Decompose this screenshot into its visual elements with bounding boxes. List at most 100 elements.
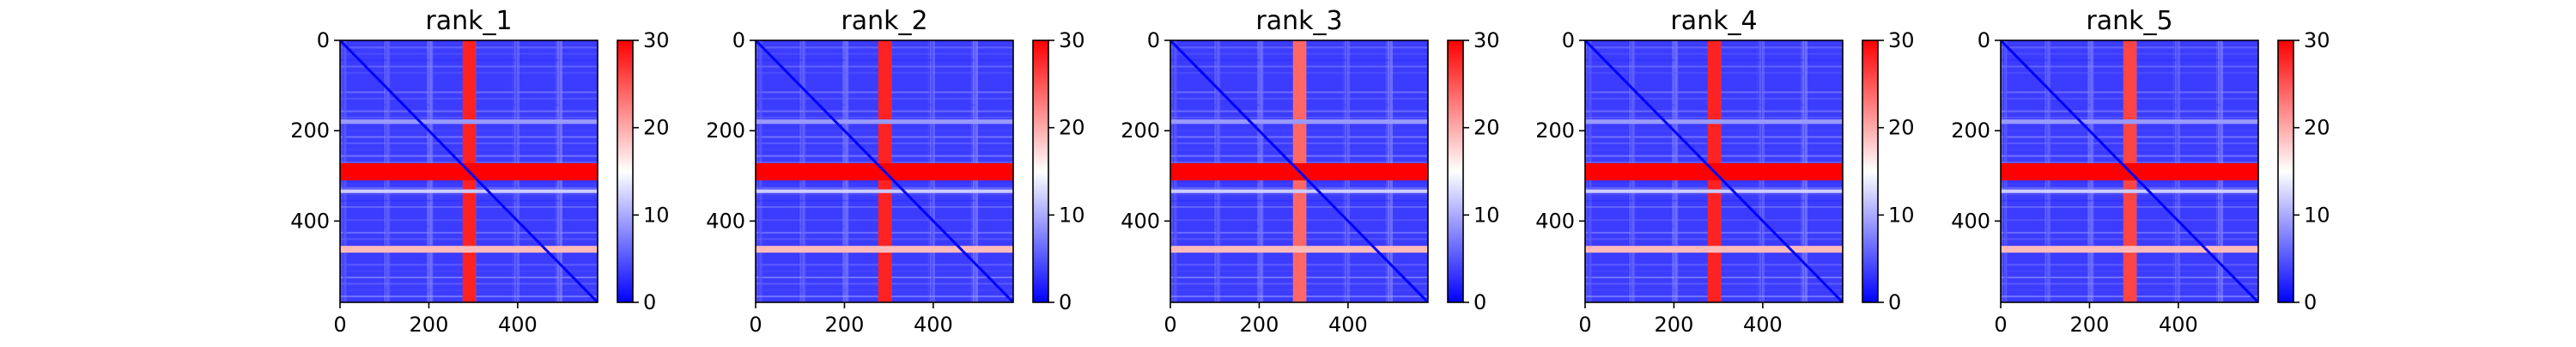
y-tick-label: 400 (1121, 209, 1160, 233)
y-tick-label: 200 (290, 119, 330, 143)
y-tick-label: 400 (1535, 209, 1575, 233)
colorbar-tick-label: 20 (1059, 116, 1085, 140)
chart-title: rank_1 (425, 6, 512, 36)
band-row-4 (756, 119, 1013, 125)
axes-frame (1170, 40, 1429, 303)
band-row-1 (756, 163, 884, 181)
x-tick-label: 200 (1240, 313, 1279, 337)
x-tick-label: 200 (825, 313, 865, 337)
x-tick-label: 400 (2159, 313, 2198, 337)
x-tick-label: 200 (1655, 313, 1694, 337)
colorbar-tick-label: 30 (1059, 28, 1085, 52)
colorbar-tick-label: 10 (2304, 203, 2330, 227)
x-tick-label: 0 (1578, 313, 1591, 337)
band-row-4 (1170, 119, 1428, 125)
y-tick-label: 400 (706, 209, 745, 233)
y-tick-label: 0 (1978, 28, 1990, 52)
heatmap-cells (1585, 40, 1843, 302)
x-tick-label: 400 (914, 313, 953, 337)
y-tick-label: 200 (706, 119, 745, 143)
heatmap-panel-2: rank_2 0 200 400 0 200 400 0 10 20 30 (706, 6, 1084, 337)
colorbar-tick-label: 30 (1473, 28, 1500, 52)
chart-title: rank_5 (2086, 6, 2172, 36)
colorbar (617, 40, 634, 303)
x-tick-label: 400 (498, 313, 538, 337)
colorbar (1862, 40, 1879, 303)
x-tick-label: 0 (1163, 313, 1176, 337)
colorbar-tick-label: 10 (1473, 203, 1500, 227)
band-row-5 (756, 189, 1013, 193)
colorbar (1447, 40, 1464, 303)
colorbar-tick-label: 0 (2304, 290, 2317, 314)
band-row-3 (1170, 246, 1428, 253)
chart-title: rank_3 (1255, 6, 1342, 36)
x-tick-label: 200 (2070, 313, 2110, 337)
y-tick-label: 400 (1951, 209, 1990, 233)
band-row-2 (884, 163, 1013, 181)
diagonal (340, 40, 598, 302)
heatmap-cells (1170, 40, 1428, 302)
band-row-1 (340, 163, 469, 181)
colorbar-tick-label: 20 (2304, 116, 2330, 140)
heatmap-cells (756, 40, 1013, 302)
heatmap-cells (2001, 40, 2258, 302)
y-tick-label: 200 (1535, 119, 1575, 143)
diagonal (1170, 40, 1428, 302)
y-tick-label: 0 (1147, 28, 1160, 52)
colorbar-tick-label: 10 (643, 203, 670, 227)
chart-title: rank_2 (841, 6, 927, 36)
band-row-1 (1170, 163, 1299, 181)
x-tick-label: 0 (333, 313, 346, 337)
heatmap-panel-5: rank_5 0 200 400 0 200 400 0 10 20 30 (1951, 6, 2330, 337)
colorbar-tick-label: 10 (1059, 203, 1085, 227)
colorbar-tick-label: 30 (643, 28, 670, 52)
axes-frame (755, 40, 1014, 303)
band-row-3 (340, 246, 598, 253)
colorbar (2277, 40, 2294, 303)
band-row-1 (2001, 163, 2129, 181)
x-tick-label: 200 (410, 313, 449, 337)
band-row-2 (1299, 163, 1428, 181)
colorbar-tick-label: 30 (2304, 28, 2330, 52)
colorbar-tick-label: 0 (1473, 290, 1486, 314)
diagonal (1585, 40, 1843, 302)
y-tick-label: 200 (1951, 119, 1990, 143)
band-row-4 (2001, 119, 2258, 125)
band-row-2 (1714, 163, 1843, 181)
colorbar-tick-label: 0 (1888, 290, 1901, 314)
heatmap-panel-1: rank_1 0 200 400 0 200 400 0 10 20 30 (290, 6, 669, 337)
band-row-3 (1585, 246, 1843, 253)
chart-title: rank_4 (1670, 6, 1757, 36)
band-row-3 (756, 246, 1013, 253)
y-tick-label: 200 (1121, 119, 1160, 143)
band-row-5 (1585, 189, 1843, 193)
band-row-4 (1585, 119, 1843, 125)
y-tick-label: 0 (317, 28, 330, 52)
x-tick-label: 0 (1994, 313, 2007, 337)
axes-frame (339, 40, 598, 303)
colorbar-tick-label: 20 (1888, 116, 1915, 140)
heatmap-cells (340, 40, 598, 302)
band-row-5 (1170, 189, 1428, 193)
band-row-4 (340, 119, 598, 125)
x-tick-label: 400 (1328, 313, 1368, 337)
colorbar-tick-label: 20 (1473, 116, 1500, 140)
heatmap-panel-3: rank_3 0 200 400 0 200 400 0 10 20 30 (1121, 6, 1499, 337)
colorbar (1032, 40, 1049, 303)
band-row-5 (340, 189, 598, 193)
band-row-3 (2001, 246, 2258, 253)
band-row-2 (2129, 163, 2258, 181)
y-tick-label: 0 (1562, 28, 1575, 52)
y-tick-label: 400 (290, 209, 330, 233)
diagonal (756, 40, 1013, 302)
y-tick-label: 0 (732, 28, 745, 52)
colorbar-tick-label: 0 (1059, 290, 1072, 314)
band-row-5 (2001, 189, 2258, 193)
axes-frame (1584, 40, 1844, 303)
band-row-2 (469, 163, 598, 181)
x-tick-label: 400 (1743, 313, 1783, 337)
colorbar-tick-label: 10 (1888, 203, 1915, 227)
x-tick-label: 0 (749, 313, 762, 337)
